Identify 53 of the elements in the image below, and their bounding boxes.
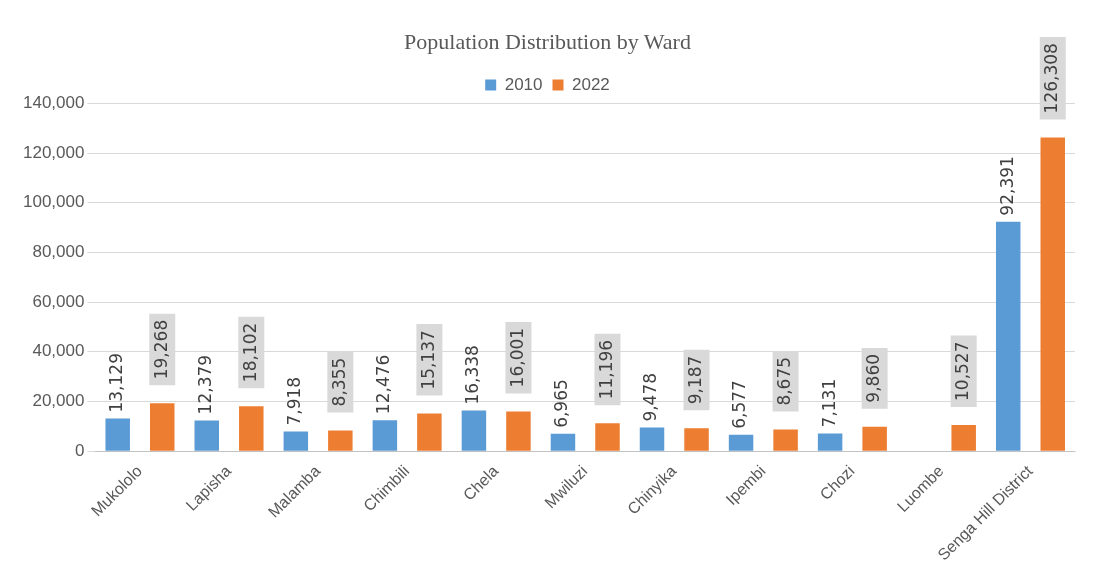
bar xyxy=(461,410,487,451)
data-label: 6,577 xyxy=(729,380,750,429)
data-label: 11,196 xyxy=(595,339,616,400)
data-label: 126,308 xyxy=(1041,43,1062,114)
bar xyxy=(817,433,843,451)
y-tick-label: 0 xyxy=(74,440,85,460)
bar xyxy=(283,431,309,451)
bar xyxy=(417,413,442,451)
bar xyxy=(239,406,264,451)
data-label: 9,478 xyxy=(640,372,661,422)
data-label: 92,391 xyxy=(996,156,1017,216)
legend-label: 2010 xyxy=(504,74,543,94)
bar xyxy=(951,425,976,451)
y-tick-label: 20,000 xyxy=(32,391,85,411)
bar xyxy=(149,403,175,451)
data-label: 12,379 xyxy=(195,354,216,415)
y-tick-label: 40,000 xyxy=(32,341,85,361)
data-label: 16,338 xyxy=(462,345,483,405)
data-label: 18,102 xyxy=(239,322,260,383)
bar xyxy=(862,426,887,451)
bar xyxy=(194,420,220,451)
bar xyxy=(728,434,754,451)
data-label: 6,965 xyxy=(551,379,572,428)
bar xyxy=(328,430,353,451)
data-label: 19,268 xyxy=(150,319,171,380)
bar xyxy=(105,418,130,451)
y-tick-label: 100,000 xyxy=(23,192,85,212)
y-tick-label: 140,000 xyxy=(23,93,85,113)
bar xyxy=(506,411,531,451)
bar xyxy=(995,221,1021,451)
data-label: 7,918 xyxy=(284,376,305,426)
data-label: 8,675 xyxy=(774,356,795,406)
bar xyxy=(550,433,576,451)
y-tick-label: 60,000 xyxy=(32,291,85,311)
y-tick-label: 120,000 xyxy=(23,142,85,162)
data-label: 9,187 xyxy=(684,355,705,405)
bar xyxy=(1040,137,1065,451)
bar xyxy=(595,423,620,451)
data-label: 12,476 xyxy=(373,354,394,415)
bar xyxy=(684,428,709,451)
bar xyxy=(372,420,398,451)
y-tick-label: 80,000 xyxy=(32,242,85,262)
data-label: 10,527 xyxy=(952,341,973,401)
legend-label: 2022 xyxy=(572,74,610,94)
bar xyxy=(773,429,798,451)
data-label: 16,001 xyxy=(506,327,527,388)
data-label: 7,131 xyxy=(818,378,839,428)
chart-title: Population Distribution by Ward xyxy=(404,28,691,54)
data-label: 13,129 xyxy=(106,353,127,413)
data-label: 9,860 xyxy=(863,353,884,403)
data-label: 15,137 xyxy=(417,330,438,390)
data-label: 8,355 xyxy=(328,357,349,407)
bar xyxy=(639,427,665,451)
